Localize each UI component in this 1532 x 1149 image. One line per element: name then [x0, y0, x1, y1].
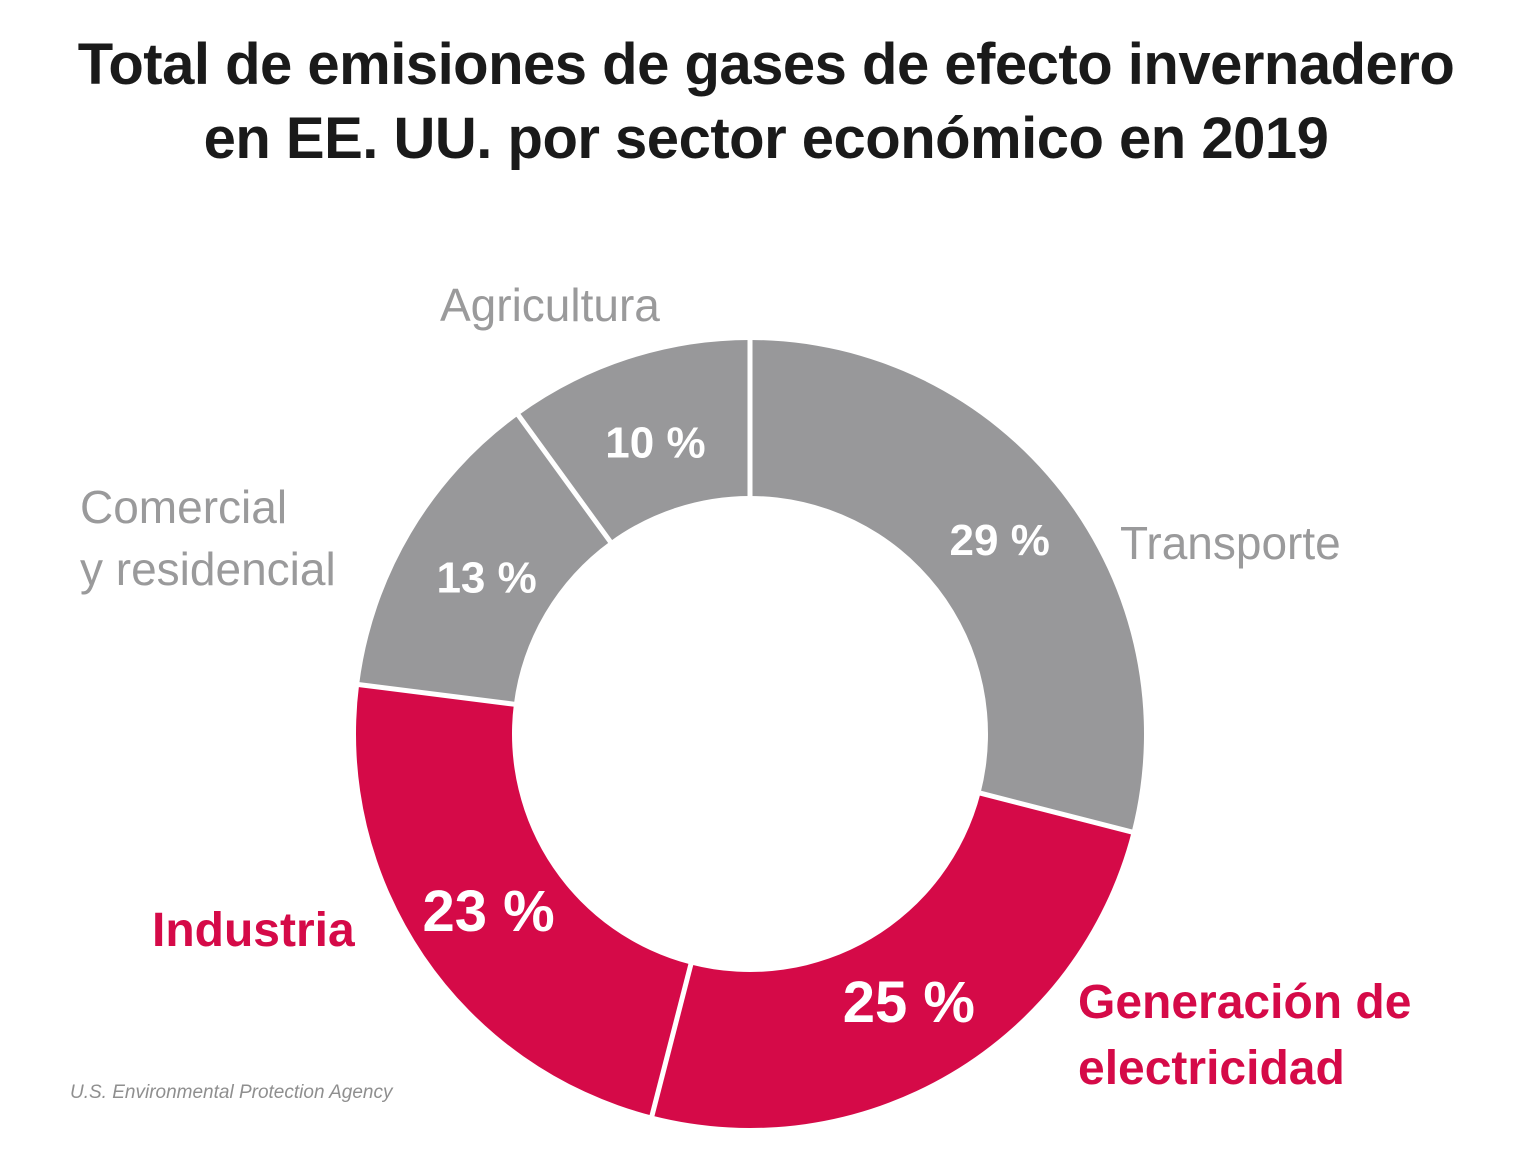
category-label-comercial-residencial: Comercial y residencial [80, 476, 336, 600]
slice-separator-2 [977, 790, 1135, 835]
value-label-transporte: 29 % [950, 516, 1050, 565]
category-label-generacion-electricidad-line-1: Generación de [1078, 976, 1412, 1029]
donut-slice-comercial-y-residencial [359, 415, 611, 705]
category-label-generacion-electricidad-line-2: electricidad [1078, 1042, 1345, 1095]
slice-separator-5 [515, 412, 614, 545]
category-label-comercial-residencial-line-2: y residencial [80, 543, 336, 595]
category-label-industria-line-1: Industria [152, 904, 355, 957]
source-credit: U.S. Environmental Protection Agency [70, 1082, 393, 1103]
category-label-industria: Industria [152, 898, 355, 964]
chart-title-line-1: Total de emisiones de gases de efecto in… [77, 32, 1455, 97]
category-label-transporte-line-1: Transporte [1120, 517, 1341, 569]
category-label-agricultura-line-1: Agricultura [440, 279, 660, 331]
value-label-comercial-y-residencial: 13 % [436, 554, 536, 603]
slice-separators [356, 338, 1135, 1119]
donut-slice-generacion-de-electricidad [652, 793, 1132, 1128]
category-label-comercial-residencial-line-1: Comercial [80, 481, 288, 533]
donut-slice-transporte [750, 340, 1144, 832]
donut-slice-industria [355, 684, 691, 1116]
category-label-transporte: Transporte [1120, 512, 1341, 574]
chart-title-line-2: en EE. UU. por sector económico en 2019 [203, 106, 1329, 171]
slice-separator-4 [356, 681, 517, 707]
value-label-generacion-de-electricidad: 25 % [843, 970, 975, 1035]
category-label-generacion-electricidad: Generación de electricidad [1078, 970, 1411, 1102]
chart-title: Total de emisiones de gases de efecto in… [0, 28, 1532, 176]
slice-separator-3 [649, 961, 694, 1119]
value-labels: 29 % 25 % 23 % 13 % 10 % [423, 418, 1050, 1035]
value-label-agricultura: 10 % [605, 418, 705, 467]
category-label-agricultura: Agricultura [440, 274, 660, 336]
value-label-industria: 23 % [423, 879, 555, 944]
